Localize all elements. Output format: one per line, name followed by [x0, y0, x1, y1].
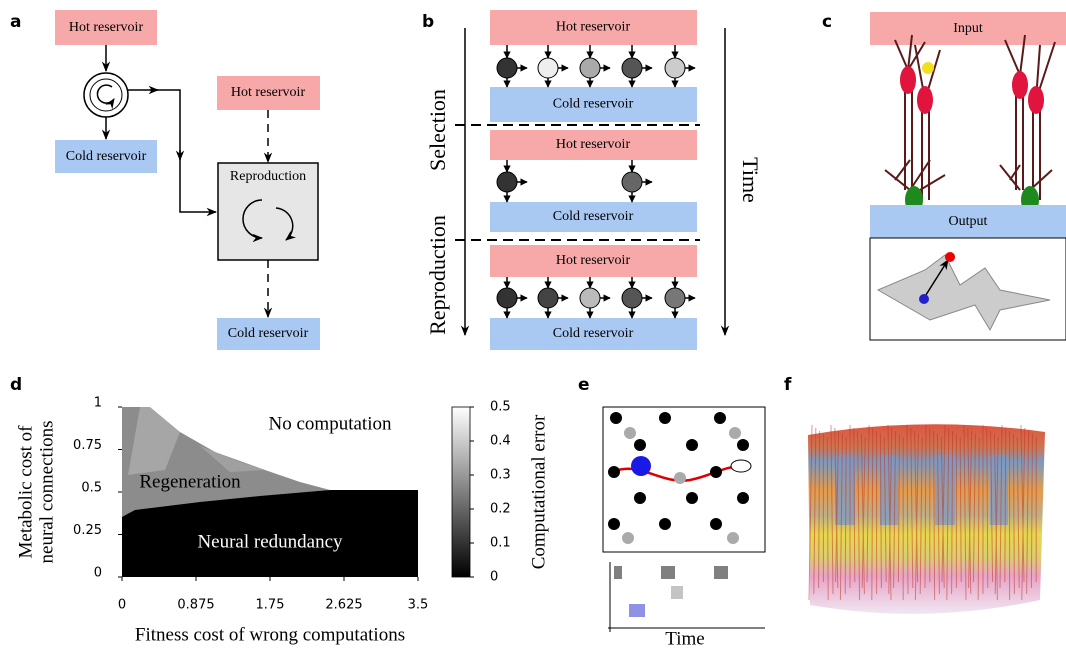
box-label: Input: [953, 21, 983, 36]
neuron: [917, 86, 933, 114]
cell: [737, 439, 749, 451]
engine: [497, 58, 517, 78]
x-tick-label: 3.5: [408, 598, 429, 613]
cell: [686, 492, 698, 504]
engine: [580, 58, 600, 78]
colorbar-tick-label: 0.2: [490, 502, 511, 517]
y-tick-label: 0.25: [73, 523, 102, 538]
y-axis-label: Metabolic cost of: [15, 425, 36, 559]
panel-label: f: [784, 375, 792, 395]
figure: a Hot reservoir Cold reservoir Hot reser…: [0, 0, 1066, 648]
box-label: Hot reservoir: [69, 20, 144, 35]
mouse: [731, 460, 751, 472]
colorbar-tick-label: 0: [490, 570, 498, 585]
engine: [580, 288, 600, 308]
box-label: Reproduction: [230, 169, 306, 184]
cell: [710, 466, 722, 478]
x-tick-label: 1.75: [256, 598, 285, 613]
box-label: Hot reservoir: [556, 137, 631, 152]
cell: [659, 412, 671, 424]
cell: [674, 472, 686, 484]
cell: [624, 427, 636, 439]
y-tick-label: 0.5: [81, 481, 102, 496]
cell: [659, 518, 671, 530]
colorbar-tick-label: 0.5: [490, 400, 511, 415]
dendrites: [885, 35, 1055, 200]
box-label: Cold reservoir: [553, 97, 634, 112]
colorbar: [452, 407, 470, 577]
cell: [608, 466, 620, 478]
point: [919, 294, 929, 304]
engine: [84, 73, 128, 117]
panel-label: d: [10, 375, 22, 395]
engine: [538, 58, 558, 78]
colorbar-tick-label: 0.3: [490, 468, 511, 483]
box-label: Hot reservoir: [231, 85, 306, 100]
cell: [622, 532, 634, 544]
x-tick-label: 0.875: [177, 598, 214, 613]
panel-e: e Time: [578, 375, 765, 648]
neuron: [1028, 86, 1044, 114]
panel-f: f: [784, 375, 1045, 614]
neuron: [922, 62, 934, 74]
panel-label: a: [10, 12, 21, 32]
engine: [622, 172, 642, 192]
cell: [610, 412, 622, 424]
box-label: Hot reservoir: [556, 253, 631, 268]
engine: [622, 58, 642, 78]
x-tick-label: 2.625: [325, 598, 362, 613]
cell: [634, 439, 646, 451]
colorbar-tick-label: 0.1: [490, 536, 511, 551]
colorbar-tick-label: 0.4: [490, 434, 511, 449]
time-label: Time: [738, 157, 763, 203]
box-label: Cold reservoir: [66, 149, 147, 164]
engine: [665, 288, 685, 308]
engine: [497, 288, 517, 308]
x-axis-label: Time: [665, 628, 704, 648]
panel-d: d No computation Regeneration Neural red…: [10, 375, 549, 645]
y-tick-label: 0: [94, 566, 102, 581]
region-label: No computation: [269, 413, 392, 434]
box-label: Cold reservoir: [553, 209, 634, 224]
cell: [686, 439, 698, 451]
x-tick-label: 0: [118, 598, 126, 613]
phase-label: Reproduction: [425, 215, 450, 335]
engine: [497, 172, 517, 192]
cell: [729, 427, 741, 439]
panel-b: b Selection Reproduction Time Hot reserv…: [422, 10, 763, 350]
panel-a: a Hot reservoir Cold reservoir Hot reser…: [10, 10, 320, 350]
cell: [727, 532, 739, 544]
cell: [634, 492, 646, 504]
cell: [608, 518, 620, 530]
engine: [665, 58, 685, 78]
panel-label: b: [422, 12, 434, 32]
box-label: Cold reservoir: [228, 326, 309, 341]
panel-label: e: [578, 375, 590, 395]
cell: [710, 518, 722, 530]
panel-label: c: [822, 12, 832, 32]
point: [945, 252, 955, 262]
colorbar-label: Computational error: [528, 414, 549, 569]
box-label: Hot reservoir: [556, 20, 631, 35]
box-label: Output: [949, 214, 988, 229]
panel-c: c Input Output: [822, 12, 1066, 340]
engine: [622, 288, 642, 308]
cell: [737, 492, 749, 504]
active-cell: [631, 456, 651, 476]
y-tick-label: 1: [94, 396, 102, 411]
y-tick-label: 0.75: [73, 438, 102, 453]
cell: [714, 412, 726, 424]
engine: [538, 288, 558, 308]
region-label: Neural redundancy: [197, 531, 343, 552]
y-axis-label: neural connections: [36, 421, 57, 564]
region-label: Regeneration: [139, 471, 241, 492]
neuron: [1012, 71, 1028, 99]
phase-label: Selection: [425, 89, 450, 171]
box-label: Cold reservoir: [553, 326, 634, 341]
x-axis-label: Fitness cost of wrong computations: [135, 624, 405, 645]
neuron: [900, 66, 916, 94]
